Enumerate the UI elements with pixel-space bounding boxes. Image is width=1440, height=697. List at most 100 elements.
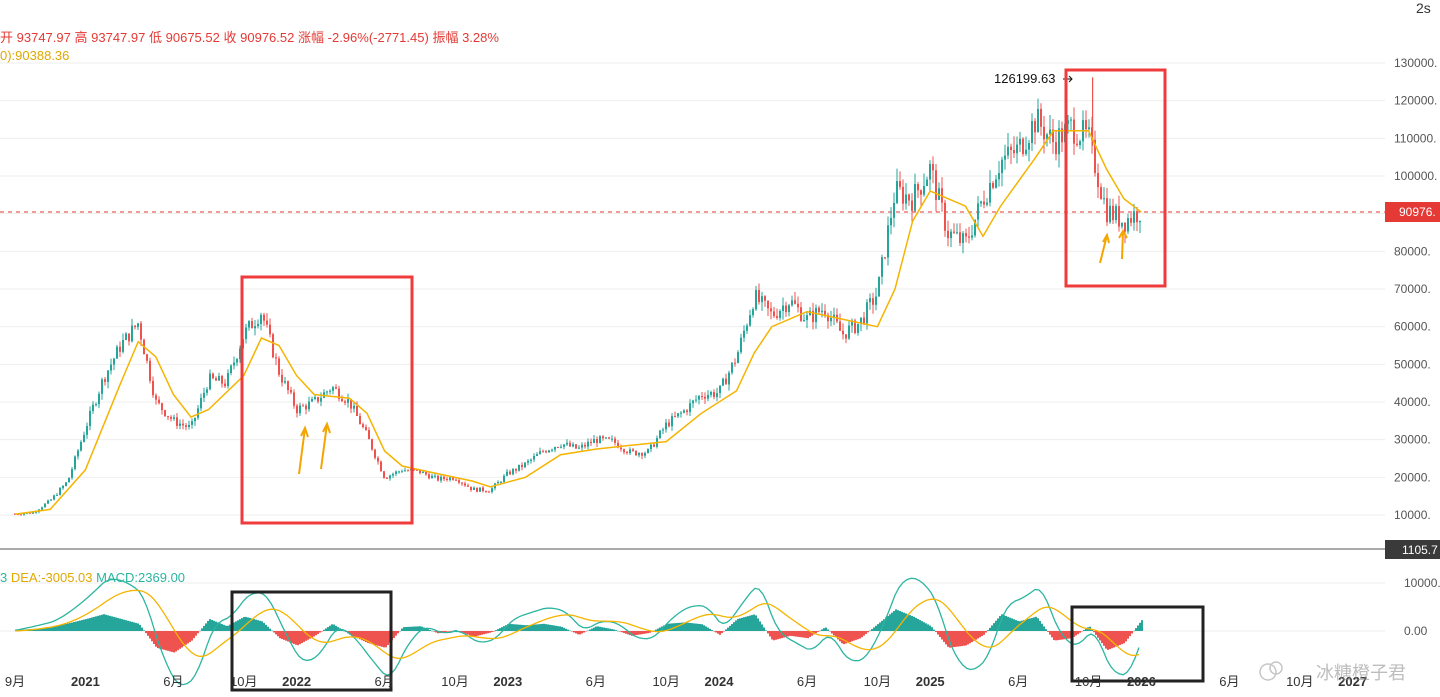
macd-bar — [149, 631, 151, 639]
time-tick-label: 10月 — [864, 674, 891, 689]
macd-bar — [1125, 631, 1127, 642]
macd-bar — [857, 631, 859, 640]
candle-body — [497, 481, 499, 484]
macd-bar — [47, 627, 49, 631]
close-value: 90976.52 — [240, 30, 295, 45]
price-tick-label: 60000. — [1394, 320, 1431, 334]
candle-body — [182, 423, 184, 426]
candle-body — [233, 362, 235, 366]
candle-body — [1109, 205, 1111, 223]
candle-body — [572, 444, 574, 447]
macd-bar — [623, 631, 625, 633]
macd-bar — [473, 631, 475, 637]
candle-body — [467, 485, 469, 487]
candle-body — [197, 408, 199, 418]
macd-bar — [819, 630, 821, 632]
macd-bar — [741, 617, 743, 631]
macd-bar — [775, 631, 777, 640]
macd-bar — [447, 631, 449, 632]
candle-body — [1133, 211, 1135, 223]
macd-bar — [73, 622, 75, 631]
macd-bar — [241, 618, 243, 631]
price-gridlines — [0, 62, 1385, 516]
candle-body — [914, 184, 916, 211]
candle-body — [620, 447, 622, 450]
macd-bar — [499, 628, 501, 631]
macd-bar — [399, 630, 401, 632]
macd-bar — [313, 631, 315, 637]
candle-body — [548, 450, 550, 453]
macd-bar — [233, 622, 235, 631]
macd-bar — [1029, 618, 1031, 631]
candle-body — [128, 333, 130, 342]
candle-body — [665, 422, 667, 430]
macd-bar — [897, 610, 899, 631]
candle-body — [710, 392, 712, 395]
macd-bar — [749, 615, 751, 631]
macd-bar — [707, 627, 709, 631]
macd-bar — [453, 630, 455, 631]
time-axis[interactable]: 9月 2021 6月 10月 2022 6月 10月 2023 6月 10月 2024 6月 10月 20… — [5, 674, 1367, 689]
candle-body — [725, 378, 727, 385]
macd-bar — [633, 631, 635, 636]
candle-body — [377, 457, 379, 462]
candle-body — [830, 317, 832, 322]
macd-dif-line — [14, 577, 1140, 686]
macd-bar — [893, 611, 895, 631]
macd-bar — [681, 622, 683, 631]
candle-body — [296, 405, 298, 414]
macd-bar — [145, 631, 147, 634]
macd-bar — [359, 631, 361, 640]
macd-bar — [1081, 631, 1083, 632]
macd-bar — [727, 627, 729, 631]
candle-body — [200, 397, 202, 409]
macd-bar — [567, 629, 569, 631]
candle-body — [485, 491, 487, 493]
macd-bar — [111, 616, 113, 631]
candle-body — [812, 310, 814, 323]
macd-bar — [569, 630, 571, 632]
macd-bar — [875, 625, 877, 631]
macd-bar — [899, 611, 901, 631]
time-tick-label: 6月 — [1008, 674, 1028, 689]
macd-bar — [101, 614, 103, 631]
macd-bar — [85, 619, 87, 631]
candle-body — [785, 305, 787, 313]
candle-body — [878, 276, 880, 297]
macd-axis[interactable]: 10000. 0.00 — [1404, 576, 1440, 638]
price-tick-label: 40000. — [1394, 395, 1431, 409]
macd-bar — [697, 623, 699, 631]
macd-bar — [261, 621, 263, 631]
macd-bar — [449, 631, 451, 632]
macd-bar — [393, 631, 395, 638]
candle-body — [1121, 222, 1123, 227]
candle-body — [209, 373, 211, 390]
macd-bar — [847, 631, 849, 643]
candle-body — [1016, 144, 1018, 154]
macd-bar — [191, 631, 193, 641]
macd-bar — [709, 628, 711, 631]
interval-label[interactable]: 2s — [1416, 0, 1431, 16]
candle-body — [371, 439, 373, 450]
candle-body — [698, 396, 700, 400]
time-tick-label: 6月 — [374, 674, 394, 689]
macd-tick-label: 0.00 — [1404, 624, 1428, 638]
price-axis[interactable]: 130000.120000.110000.100000.90000.80000.… — [1394, 56, 1437, 522]
macd-bar — [55, 626, 57, 631]
time-tick-label: 6月 — [163, 674, 183, 689]
macd-bar — [925, 623, 927, 631]
candle-body — [956, 232, 958, 234]
macd-bar — [83, 619, 85, 631]
peak-annotation: 126199.63 — [994, 71, 1073, 86]
macd-bar — [863, 631, 865, 636]
macd-bar — [67, 623, 69, 631]
candle-body — [1028, 143, 1030, 150]
candle-body — [1013, 149, 1015, 154]
candle-body — [431, 475, 433, 479]
macd-bar — [907, 614, 909, 631]
macd-bar — [989, 627, 991, 631]
macd-bar — [951, 631, 953, 648]
macd-bar — [885, 617, 887, 631]
macd-bar — [253, 619, 255, 631]
